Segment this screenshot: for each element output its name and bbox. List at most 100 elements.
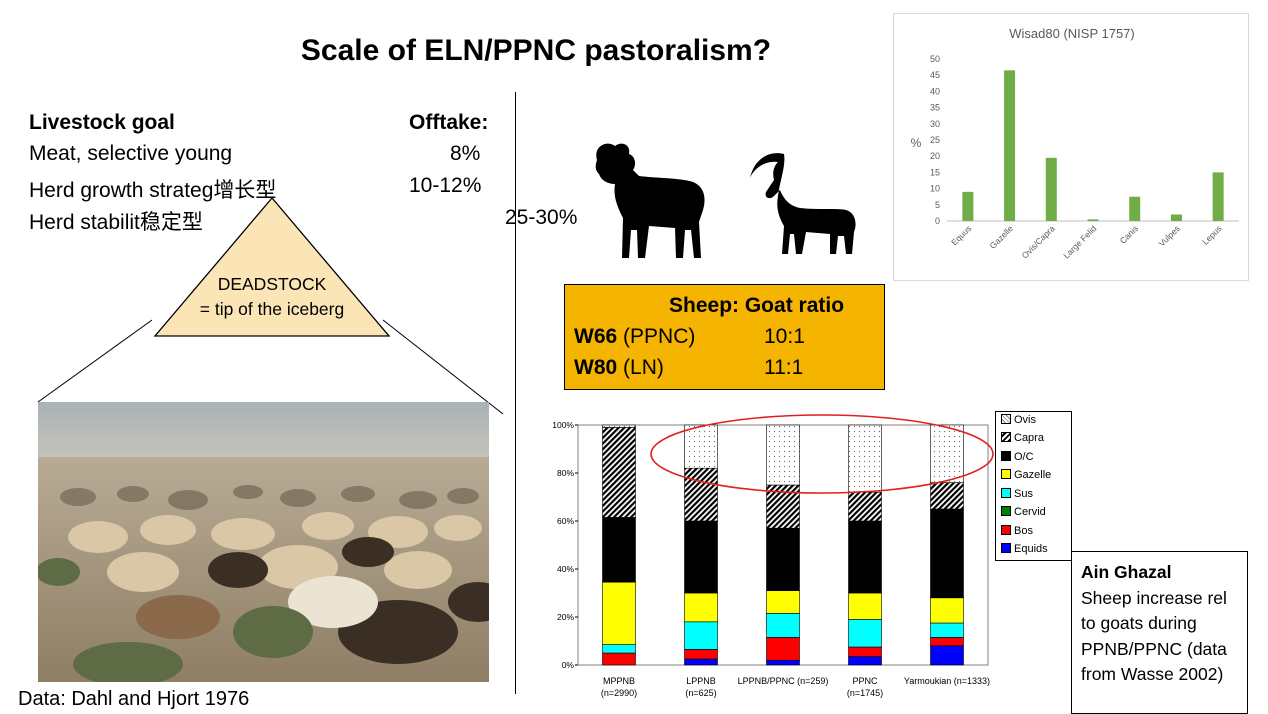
y-tick-label: 50 xyxy=(930,54,940,64)
livestock-goal-row: Herd growth strateg增长型 xyxy=(29,179,277,202)
y-tick-label: 25 xyxy=(930,135,940,145)
y-tick-label: 0% xyxy=(562,660,575,670)
x-tick-label-count: (n=2990) xyxy=(601,688,637,698)
offtake-header: Offtake: xyxy=(409,111,489,134)
data-source: Data: Dahl and Hjort 1976 xyxy=(18,688,250,710)
legend-label: Sus xyxy=(1014,488,1033,500)
bar xyxy=(1087,219,1099,221)
bar xyxy=(1004,70,1016,221)
stacked-bar-segment xyxy=(602,581,636,645)
y-tick-label: 60% xyxy=(557,516,574,526)
ratio-row-site: W66 (PPNC) xyxy=(574,325,695,349)
ratio-row-site: W80 (LN) xyxy=(574,356,664,380)
legend-label: O/C xyxy=(1014,451,1034,463)
legend-item-bos: Bos xyxy=(1001,525,1033,537)
legend-label: Equids xyxy=(1014,543,1048,555)
stacked-bar-segment xyxy=(848,619,882,648)
legend-label: Bos xyxy=(1014,525,1033,537)
stacked-bar-segment xyxy=(848,656,882,666)
stacked-bar-segment xyxy=(602,427,636,518)
stacked-bar-segment xyxy=(766,590,800,614)
legend-item-capra: Capra xyxy=(1001,432,1044,444)
x-tick-label: Yarmoukian (n=1333) xyxy=(904,676,990,686)
y-tick-label: 20 xyxy=(930,151,940,161)
ratio-value: 10:1 xyxy=(764,325,805,348)
legend-label: Gazelle xyxy=(1014,469,1052,481)
legend-label: Capra xyxy=(1014,432,1044,444)
legend-item-cervid: Cervid xyxy=(1001,506,1046,518)
bar xyxy=(1129,196,1141,221)
y-axis-label: % xyxy=(911,136,922,150)
legend-swatch-oc xyxy=(1001,451,1011,461)
herd-photo xyxy=(38,402,489,682)
stacked-bar-segment xyxy=(684,658,718,666)
note-title: Ain Ghazal xyxy=(1081,562,1172,582)
bar xyxy=(1212,172,1224,221)
stacked-bar-segment xyxy=(766,613,800,638)
y-tick-label: 80% xyxy=(557,468,574,478)
legend-item-gazelle: Gazelle xyxy=(1001,469,1051,481)
livestock-goal-row: Herd stabilit稳定型 xyxy=(29,211,203,234)
legend-item-ovis: Ovis xyxy=(1001,414,1036,426)
legend-item-oc: O/C xyxy=(1001,451,1034,463)
stacked-bar-segment xyxy=(602,644,636,654)
legend-swatch-gazelle xyxy=(1001,469,1011,479)
zoom-line-right xyxy=(382,319,504,415)
highlight-ellipse xyxy=(650,414,994,494)
wisad-chart-svg: Wisad80 (NISP 1757)% 0 5 10 15 20 25 30 35 40 45 50… xyxy=(911,26,1239,260)
legend-swatch-cervid xyxy=(1001,506,1011,516)
note-text: Sheep increase rel to goats during PPNB/… xyxy=(1081,587,1227,685)
ain-ghazal-legend: Ovis Capra O/C Gazelle Sus Cervid Bos Eq… xyxy=(995,411,1072,561)
x-tick-label-name: PPNC xyxy=(852,676,878,686)
stacked-bar-segment xyxy=(930,637,964,647)
ratio-value: 11:1 xyxy=(764,356,804,379)
stacked-bar-segment xyxy=(602,652,636,666)
stacked-bar-segment xyxy=(930,597,964,624)
x-tick-label: Canis xyxy=(1118,223,1140,245)
triangle-label-line1: DEADSTOCK xyxy=(217,274,327,294)
ibex-silhouette-icon xyxy=(750,153,856,254)
stacked-bar-segment xyxy=(930,645,964,666)
x-tick-label-count: (n=625) xyxy=(685,688,716,698)
y-tick-label: 10 xyxy=(930,184,940,194)
legend-swatch-sus xyxy=(1001,488,1011,498)
bar xyxy=(1170,214,1182,221)
y-tick-label: 0 xyxy=(935,216,940,226)
stacked-bar-segment xyxy=(766,424,800,486)
legend-swatch-ovis xyxy=(1001,414,1011,424)
y-tick-label: 40% xyxy=(557,564,574,574)
ain-ghazal-note: Ain Ghazal Sheep increase rel to goats d… xyxy=(1071,551,1248,714)
x-tick-label: Ovis/Capra xyxy=(1020,223,1057,260)
stacked-bar-segment xyxy=(602,517,636,583)
y-tick-label: 30 xyxy=(930,119,940,129)
x-tick-label-name: LPPNB xyxy=(686,676,716,686)
x-tick-label: Equus xyxy=(949,223,973,247)
legend-item-equids: Equids xyxy=(1001,543,1048,555)
ratio-site-code: W80 xyxy=(574,356,618,379)
legend-label: Ovis xyxy=(1014,414,1036,426)
stacked-bar-segment xyxy=(684,592,718,623)
stacked-bar-segment xyxy=(930,482,964,510)
ratio-site-period: (PPNC) xyxy=(617,325,696,348)
ratio-site-code: W66 xyxy=(574,325,618,348)
offtake-value: 10-12% xyxy=(409,174,482,197)
offtake-value: 8% xyxy=(450,142,481,165)
stacked-bar-segment xyxy=(766,659,800,666)
x-tick-label: Lepus xyxy=(1200,223,1223,246)
wisad-chart: Wisad80 (NISP 1757)% 0 5 10 15 20 25 30 35 40 45 50… xyxy=(893,13,1249,281)
x-tick-label: LPPNB/PPNC (n=259) xyxy=(738,676,829,686)
stacked-bar-segment xyxy=(684,520,718,594)
deadstock-triangle-diagram xyxy=(37,196,504,415)
stacked-bar-segment xyxy=(766,637,800,661)
x-tick-label: Gazelle xyxy=(988,223,1016,251)
stacked-bar-segment xyxy=(930,424,964,483)
legend-item-sus: Sus xyxy=(1001,488,1033,500)
stacked-bar-segment xyxy=(848,592,882,620)
stacked-bar-segment xyxy=(848,520,882,594)
stacked-bar-segment xyxy=(684,467,718,522)
stacked-bar-segment xyxy=(930,508,964,599)
stacked-bar-segment xyxy=(930,622,964,638)
stacked-bar-segment xyxy=(684,424,718,469)
ratio-table-header: Sheep: Goat ratio xyxy=(669,294,845,317)
offtake-value: 25-30% xyxy=(505,206,578,229)
